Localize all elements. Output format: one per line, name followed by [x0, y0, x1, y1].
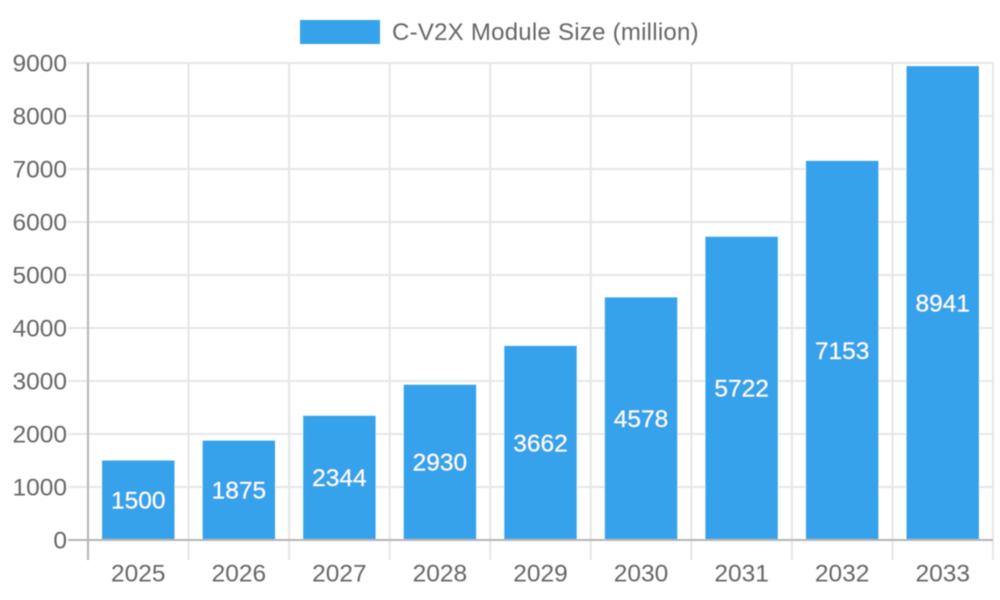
svg-text:C-V2X Module Size (million): C-V2X Module Size (million) — [392, 19, 699, 46]
svg-text:2029: 2029 — [513, 561, 568, 588]
svg-text:8000: 8000 — [12, 103, 67, 130]
svg-text:2032: 2032 — [815, 561, 870, 588]
svg-text:1875: 1875 — [212, 478, 267, 505]
svg-text:3662: 3662 — [513, 430, 568, 457]
svg-text:2025: 2025 — [111, 561, 166, 588]
svg-text:2026: 2026 — [212, 561, 267, 588]
svg-text:0: 0 — [53, 527, 67, 554]
svg-text:5000: 5000 — [12, 262, 67, 289]
svg-text:2000: 2000 — [12, 421, 67, 448]
svg-text:2030: 2030 — [614, 561, 669, 588]
svg-text:2344: 2344 — [312, 465, 367, 492]
svg-text:6000: 6000 — [12, 209, 67, 236]
svg-text:4000: 4000 — [12, 315, 67, 342]
svg-text:1000: 1000 — [12, 474, 67, 501]
svg-text:2031: 2031 — [714, 561, 769, 588]
svg-text:7153: 7153 — [815, 338, 870, 365]
svg-text:2930: 2930 — [413, 450, 468, 477]
svg-text:2028: 2028 — [413, 561, 468, 588]
svg-text:9000: 9000 — [12, 50, 67, 77]
svg-text:8941: 8941 — [915, 290, 970, 317]
svg-text:3000: 3000 — [12, 368, 67, 395]
svg-text:5722: 5722 — [714, 376, 769, 403]
svg-text:1500: 1500 — [111, 488, 166, 515]
svg-text:4578: 4578 — [614, 406, 669, 433]
svg-text:7000: 7000 — [12, 156, 67, 183]
svg-text:2027: 2027 — [312, 561, 367, 588]
svg-text:2033: 2033 — [915, 561, 970, 588]
